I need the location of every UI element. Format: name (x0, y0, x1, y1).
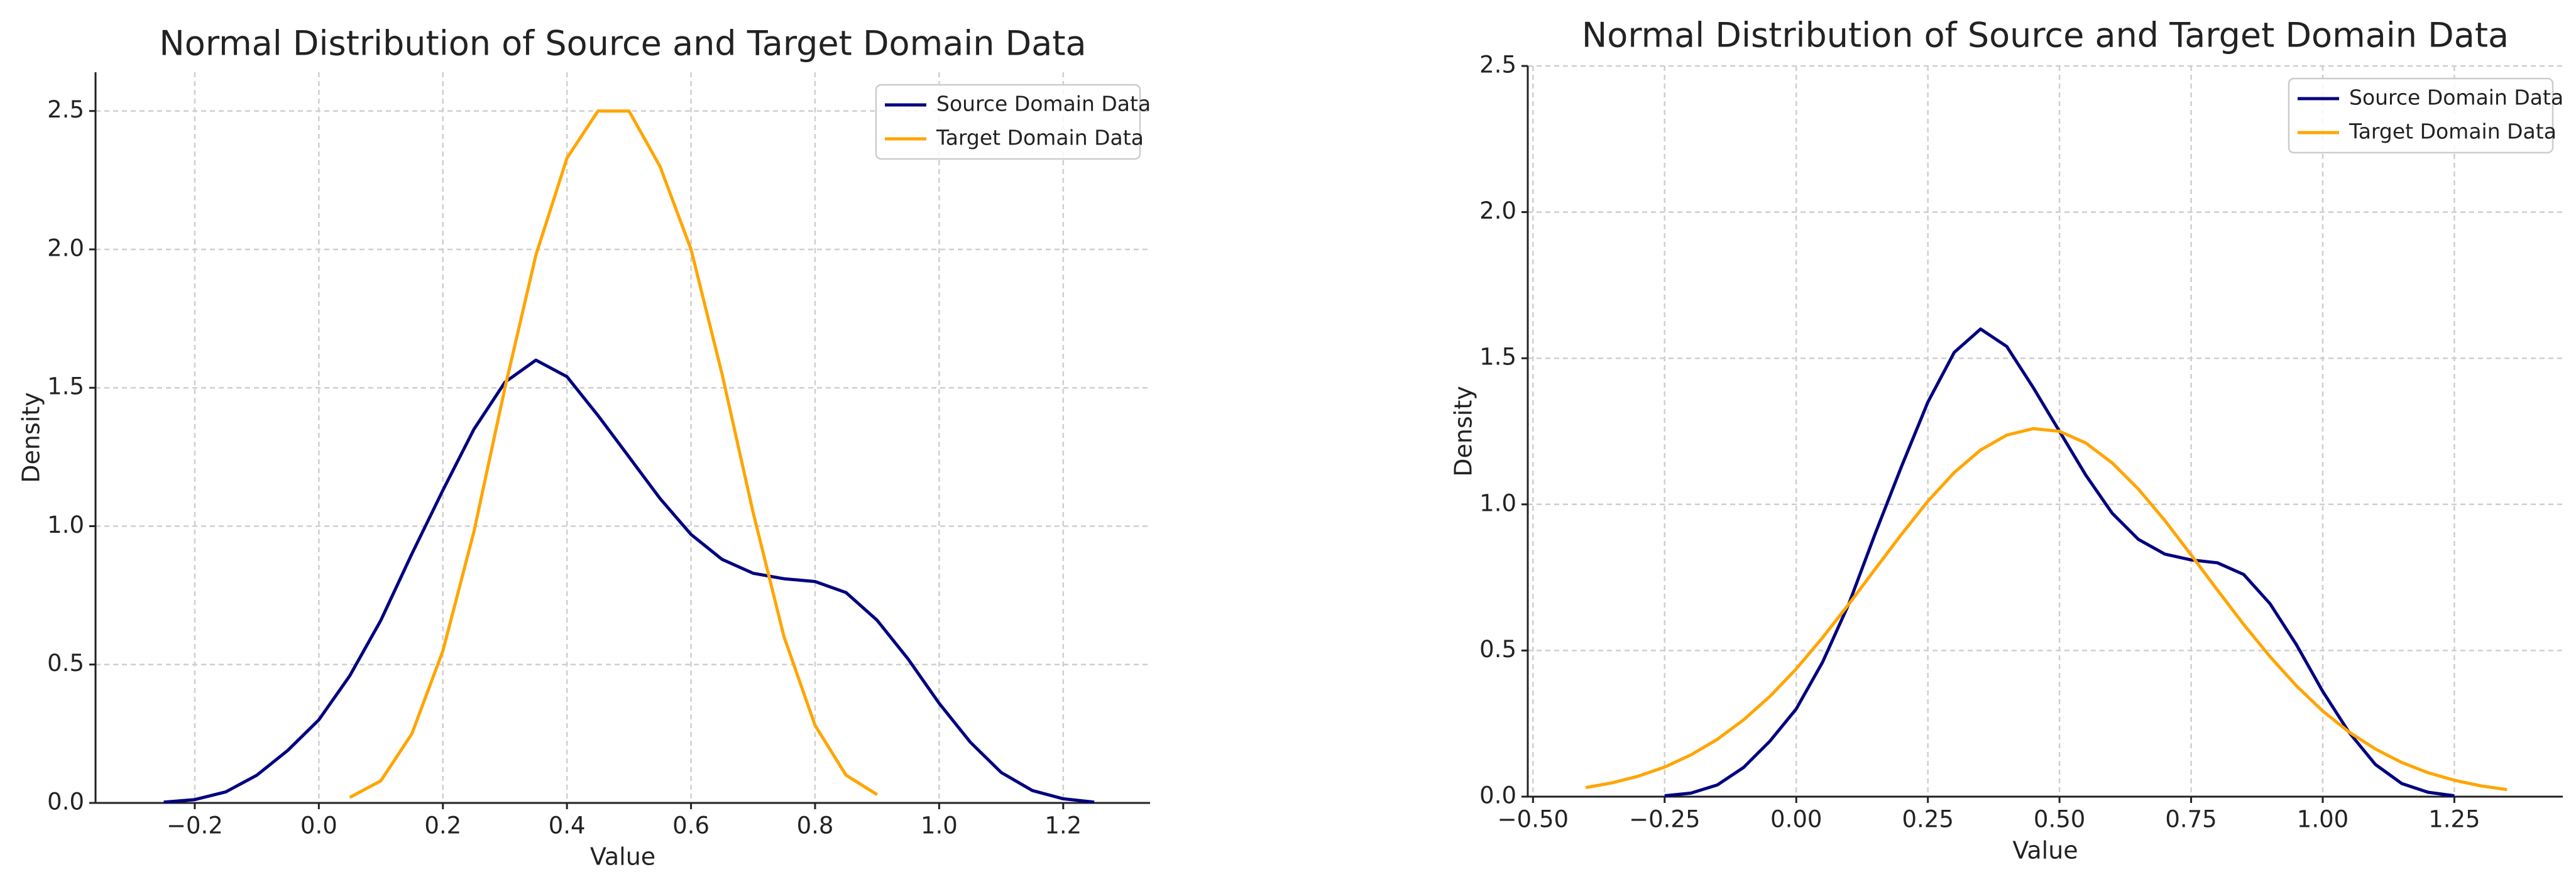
y-tick-label: 1.5 (47, 373, 84, 400)
x-tick-label: 0.4 (549, 812, 586, 839)
legend: Source Domain Data Target Domain Data (875, 84, 1151, 160)
series-line (163, 358, 1095, 804)
legend-frame (875, 84, 1141, 160)
x-tick-label: 0.50 (2034, 806, 2085, 833)
x-tick-label: 0.0 (300, 812, 337, 839)
x-tick-label: 0.8 (797, 812, 834, 839)
x-tick-label: 1.2 (1044, 812, 1082, 839)
y-tick-label: 0.5 (1479, 636, 1516, 663)
chart-title: Normal Distribution of Source and Target… (159, 24, 1086, 63)
y-tick-label: 2.5 (47, 96, 84, 123)
y-tick-label: 0.5 (47, 650, 84, 677)
y-tick-label: 2.0 (47, 234, 84, 261)
x-tick-label: 0.75 (2165, 806, 2217, 833)
x-axis-label: Value (590, 843, 655, 871)
y-tick-label: 0.0 (47, 788, 84, 815)
x-tick-label: −0.25 (1629, 806, 1700, 833)
x-tick-label: 1.0 (921, 812, 958, 839)
y-tick-label: 2.0 (1479, 197, 1516, 224)
legend-frame (2288, 77, 2554, 154)
series-line (349, 109, 879, 799)
y-tick-label: 1.0 (47, 511, 84, 538)
chart: 0.0 0.5 1.0 1.5 2.0 2.5 −0.2 0.0 0.2 0.4 0.6 0.8 1.0… (18, 24, 1151, 871)
y-tick-label: 1.5 (1479, 344, 1516, 371)
x-tick-label: 1.00 (2297, 806, 2349, 833)
x-tick-label: −0.50 (1498, 806, 1569, 833)
x-tick-label: 0.6 (672, 812, 710, 839)
x-axis-label: Value (2012, 837, 2078, 864)
legend: Source Domain Data Target Domain Data (2288, 77, 2563, 154)
x-tick-label: 0.00 (1770, 806, 1822, 833)
y-axis-label: Density (18, 392, 45, 483)
x-tick-label: 0.25 (1902, 806, 1953, 833)
legend-label: Target Domain Data (936, 126, 1144, 150)
y-tick-label: 0.0 (1479, 782, 1516, 809)
legend-label: Target Domain Data (2349, 119, 2557, 144)
chart-title: Normal Distribution of Source and Target… (1582, 16, 2509, 55)
chart: 0.0 0.5 1.0 1.5 2.0 2.5 −0.50 −0.25 0.00 0.25 0.50… (1450, 16, 2564, 864)
legend-label: Source Domain Data (2349, 85, 2563, 110)
y-tick-label: 2.5 (1479, 52, 1516, 79)
series-line (1585, 427, 2507, 792)
x-tick-label: −0.2 (167, 812, 223, 839)
x-tick-label: 0.2 (424, 812, 461, 839)
legend-label: Source Domain Data (936, 92, 1151, 116)
y-tick-label: 1.0 (1479, 489, 1516, 516)
y-axis-label: Density (1450, 386, 1477, 476)
x-tick-label: 1.25 (2428, 806, 2480, 833)
